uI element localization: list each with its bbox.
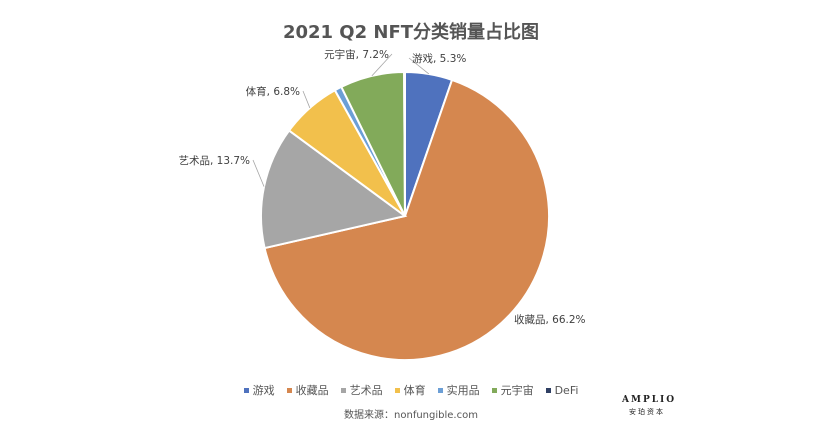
data-label-0: 游戏, 5.3% [412, 52, 466, 65]
legend-swatch-5 [491, 387, 497, 393]
legend-swatch-0 [243, 387, 249, 393]
legend-label-1: 收藏品 [295, 384, 329, 397]
brand-logo: AMPLIO 安珀资本 [622, 395, 677, 417]
chart-title: 2021 Q2 NFT分类销量占比图 [282, 22, 540, 43]
legend-item-6: DeFi [545, 382, 579, 398]
brand-name: AMPLIO [622, 395, 677, 405]
legend-swatch-2 [340, 387, 346, 393]
legend-swatch-4 [437, 387, 443, 393]
legend-item-3: 体育 [394, 382, 426, 398]
chart-legend: 游戏 收藏品 艺术品 体育 实用品 元宇宙 DeFi [0, 382, 822, 398]
legend-item-2: 艺术品 [340, 382, 383, 398]
pie-slice-2 [260, 129, 408, 250]
legend-label-3: 体育 [403, 384, 426, 397]
leader-line-5 [371, 53, 393, 77]
leader-line-2 [252, 159, 265, 187]
data-labels: 游戏, 5.3% 收藏品, 66.2% 艺术品, 13.7% 体育, 6.8% 元宇宙,… [178, 48, 585, 326]
legend-item-5: 元宇宙 [491, 382, 534, 398]
legend-item-4: 实用品 [437, 382, 480, 398]
legend-label-5: 元宇宙 [500, 384, 534, 397]
source-note: 数据来源：nonfungible.com [344, 410, 478, 421]
data-label-3: 体育, 6.8% [246, 85, 300, 98]
pie-slice-6 [403, 70, 406, 217]
pie-slices [260, 70, 550, 361]
leader-line-0 [408, 57, 430, 75]
legend-label-4: 实用品 [446, 384, 480, 397]
legend-swatch-3 [394, 387, 400, 393]
pie-slice-1 [263, 78, 550, 361]
data-label-5: 元宇宙, 7.2% [324, 48, 389, 61]
legend-item-0: 游戏 [243, 382, 275, 398]
legend-label-6: DeFi [554, 383, 579, 397]
data-label-1: 收藏品, 66.2% [514, 313, 586, 326]
leader-lines [252, 53, 430, 187]
legend-swatch-1 [286, 387, 292, 393]
legend-swatch-6 [545, 387, 551, 393]
brand-subtitle: 安珀资本 [629, 408, 665, 416]
data-label-2: 艺术品, 13.7% [178, 155, 250, 167]
legend-label-0: 游戏 [252, 384, 275, 397]
legend-label-2: 艺术品 [349, 384, 383, 397]
leader-line-3 [302, 90, 311, 109]
legend-item-1: 收藏品 [286, 382, 329, 398]
